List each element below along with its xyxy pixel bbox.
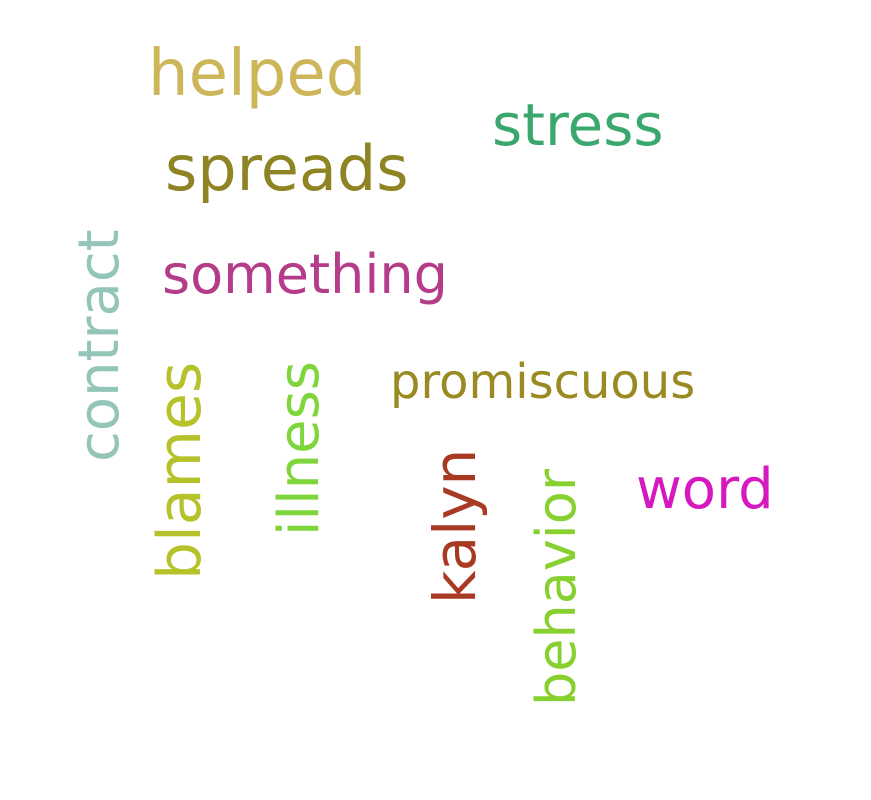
word-word: word [636, 462, 774, 518]
word-illness: illness [272, 361, 328, 536]
word-stress: stress [492, 96, 664, 154]
word-something: something [162, 248, 448, 302]
word-behavior: behavior [530, 469, 584, 706]
word-kalyn: kalyn [426, 449, 484, 604]
word-promiscuous: promiscuous [390, 358, 695, 406]
word-contract: contract [72, 229, 128, 462]
word-blames: blames [150, 362, 210, 580]
word-spreads: spreads [165, 138, 409, 200]
word-helped: helped [148, 42, 366, 106]
